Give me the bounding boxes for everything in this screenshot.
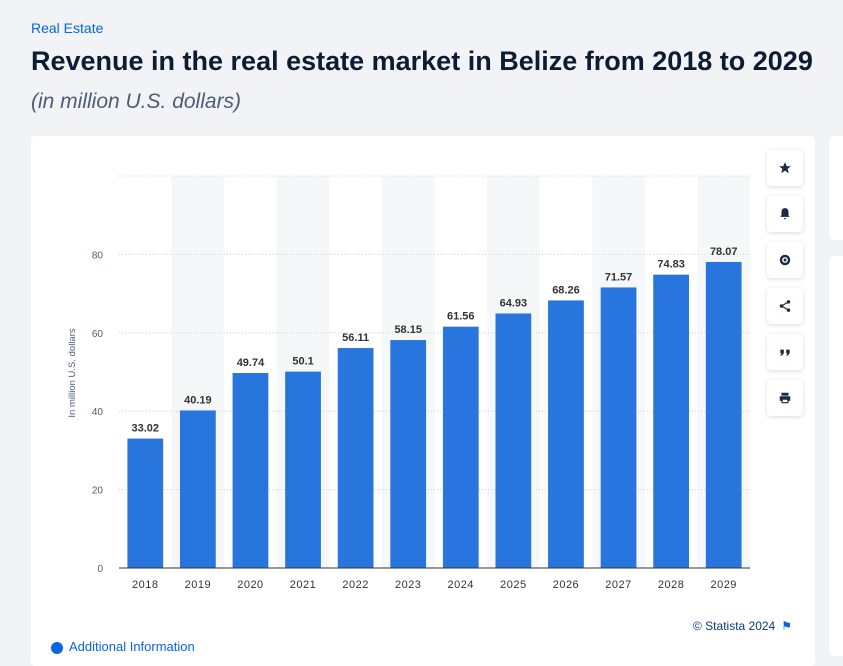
data-label: 56.11: [342, 332, 369, 344]
data-label: 71.57: [605, 271, 633, 283]
side-panel-top: [829, 136, 843, 240]
credit-text[interactable]: © Statista 2024: [693, 619, 776, 633]
y-tick-label: 0: [97, 564, 103, 575]
data-label: 33.02: [132, 423, 160, 435]
print-icon: [779, 392, 791, 404]
data-label: 58.15: [394, 324, 422, 336]
x-tick-label: 2019: [185, 579, 211, 591]
bar-chart: 0 20 40 60 80 In million U.S. dollars 33.02 201…: [67, 175, 750, 591]
share-icon: [779, 300, 791, 312]
additional-info-link[interactable]: Additional Information: [51, 639, 195, 654]
cite-button[interactable]: [767, 334, 803, 370]
statista-credit[interactable]: © Statista 2024 ⚑: [693, 619, 792, 633]
x-tick-label: 2022: [342, 579, 368, 591]
bell-icon: [780, 208, 790, 220]
x-tick-label: 2027: [605, 579, 631, 591]
x-tick-label: 2028: [658, 579, 684, 591]
data-label: 50.1: [292, 356, 313, 368]
data-label: 74.83: [657, 259, 685, 271]
gear-icon: [779, 254, 791, 266]
data-label: 49.74: [237, 357, 265, 369]
bar: [127, 438, 164, 568]
page-title: Revenue in the real estate market in Bel…: [31, 46, 813, 76]
bar: [600, 287, 637, 568]
bar: [442, 326, 479, 568]
side-panel-bottom: [829, 256, 843, 656]
bar: [337, 348, 374, 568]
bar: [495, 313, 532, 568]
additional-info-label[interactable]: Additional Information: [69, 639, 195, 654]
x-tick-label: 2023: [395, 579, 421, 591]
favorite-button[interactable]: [767, 150, 803, 186]
data-label: 40.19: [184, 394, 212, 406]
x-tick-label: 2021: [290, 579, 316, 591]
print-button[interactable]: [767, 380, 803, 416]
y-tick-label: 40: [92, 407, 104, 418]
page-subtitle: (in million U.S. dollars): [31, 90, 242, 113]
category-link[interactable]: Real Estate: [31, 20, 104, 36]
bar: [705, 261, 742, 568]
bar: [653, 274, 690, 568]
quote-icon: [780, 349, 790, 356]
bar: [548, 300, 584, 568]
data-label: 61.56: [447, 311, 475, 323]
y-axis-label: In million U.S. dollars: [67, 328, 78, 417]
star-icon: [779, 162, 791, 174]
notification-button[interactable]: [767, 196, 803, 232]
bar: [179, 410, 216, 568]
data-label: 78.07: [710, 246, 738, 258]
data-label: 68.26: [552, 284, 580, 296]
chart-card: 0 20 40 60 80 In million U.S. dollars 33.02 201…: [31, 136, 815, 666]
bar: [285, 371, 321, 568]
x-tick-label: 2026: [553, 579, 579, 591]
flag-icon: ⚑: [781, 619, 792, 633]
bar: [232, 373, 269, 568]
x-tick-label: 2029: [710, 579, 736, 591]
data-label: 64.93: [500, 297, 528, 309]
bar: [390, 340, 427, 568]
x-tick-label: 2018: [132, 579, 158, 591]
share-button[interactable]: [767, 288, 803, 324]
x-tick-label: 2020: [237, 579, 263, 591]
settings-button[interactable]: [767, 242, 803, 278]
x-tick-label: 2025: [500, 579, 526, 591]
y-tick-label: 80: [92, 250, 104, 261]
y-tick-label: 60: [92, 329, 104, 340]
x-tick-label: 2024: [448, 579, 474, 591]
y-tick-label: 20: [92, 486, 104, 497]
chart-toolbar: [767, 150, 803, 416]
